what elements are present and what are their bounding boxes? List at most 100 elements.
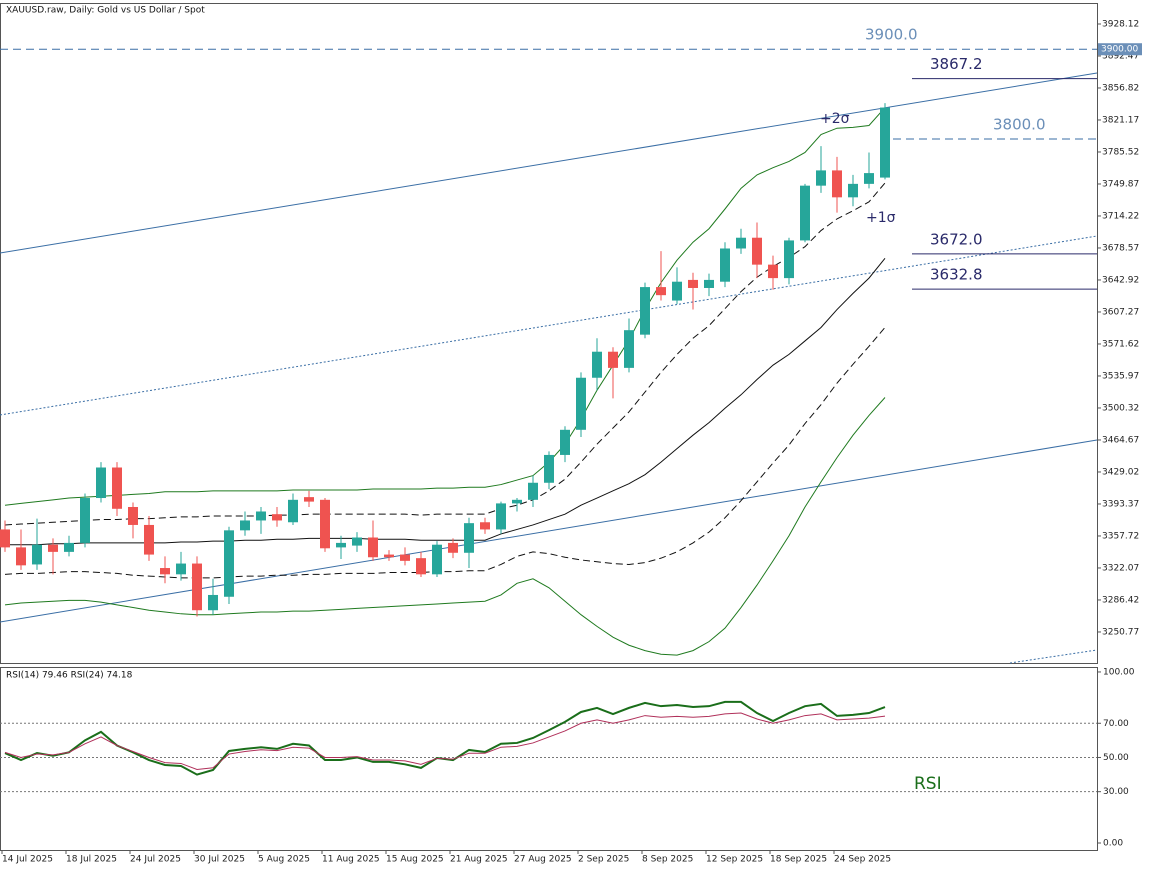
y-tick-label: 3749.87 (1102, 179, 1139, 189)
candle-body (32, 544, 42, 565)
candle-body (224, 530, 234, 597)
trend-line (1009, 649, 1098, 664)
band-line (4, 182, 886, 526)
candle-body (160, 568, 170, 575)
candle-body (176, 563, 186, 575)
trend-line (0, 235, 1098, 416)
candle-body (288, 499, 298, 523)
band-line (4, 397, 886, 656)
candle-body (48, 544, 58, 552)
candle-body (0, 529, 10, 548)
band-line (4, 107, 886, 506)
band-line (4, 327, 886, 579)
x-tick-label: 24 Jul 2025 (130, 855, 181, 865)
candle-body (256, 511, 266, 521)
y-tick-label: 3500.32 (1102, 403, 1139, 413)
candle-body (800, 185, 810, 241)
candle-body (128, 506, 138, 525)
x-tick-label: 14 Jul 2025 (2, 855, 53, 865)
price-level-label: 3672.0 (930, 230, 983, 248)
y-tick-label: 3821.17 (1102, 115, 1139, 125)
rsi-line (4, 700, 886, 776)
candle-body (720, 248, 730, 282)
candle-body (304, 497, 314, 502)
candle-body (624, 330, 634, 368)
candle-body (464, 523, 474, 553)
candle-body (608, 351, 618, 368)
candle-body (416, 558, 426, 575)
y-tick-label: 3642.92 (1102, 275, 1139, 285)
candle-body (848, 183, 858, 198)
candle-body (448, 542, 458, 553)
candle-body (320, 499, 330, 549)
rsi-annotation: RSI (914, 774, 942, 794)
candle-body (64, 542, 74, 552)
y-tick-label: 3250.77 (1102, 627, 1139, 637)
band-annotation: +2σ (820, 111, 850, 127)
x-tick-label: 15 Aug 2025 (386, 855, 444, 865)
candle-body (16, 547, 26, 566)
y-tick-label: 50.00 (1103, 753, 1129, 763)
candle-body (704, 279, 714, 288)
candle-body (336, 542, 346, 548)
candle-body (480, 522, 490, 530)
price-level-label: 3632.8 (930, 266, 983, 284)
y-tick-label: 3286.42 (1102, 595, 1139, 605)
y-tick-label: 3464.67 (1102, 435, 1139, 445)
y-tick-label: 3928.12 (1102, 19, 1139, 29)
main-pane (0, 3, 1098, 664)
candle-body (112, 467, 122, 509)
y-tick-label: 3429.02 (1102, 467, 1139, 477)
candle-body (736, 237, 746, 249)
candle-body (80, 498, 90, 543)
band-line (5, 258, 886, 546)
x-tick-label: 11 Aug 2025 (322, 855, 380, 865)
y-tick-label: 3714.22 (1102, 211, 1139, 221)
y-tick-label: 3678.57 (1102, 243, 1139, 253)
candle-body (208, 594, 218, 611)
candle-body (400, 554, 410, 561)
rsi-pane (0, 667, 1098, 851)
x-tick-label: 27 Aug 2025 (514, 855, 572, 865)
candle-body (688, 279, 698, 288)
price-level-label: 3867.2 (930, 55, 983, 73)
price-level-label: 3900.0 (865, 26, 918, 44)
y-tick-label: 30.00 (1103, 787, 1129, 797)
x-tick-label: 21 Aug 2025 (450, 855, 508, 865)
y-tick-label: 3322.07 (1102, 563, 1139, 573)
y-tick-label: 3607.27 (1102, 307, 1139, 317)
candle-body (528, 482, 538, 500)
candle-body (368, 537, 378, 558)
rsi-title: RSI(14) 79.46 RSI(24) 74.18 (6, 671, 133, 681)
price-level-label: 3800.0 (993, 115, 1046, 133)
x-tick-label: 30 Jul 2025 (194, 855, 245, 865)
y-tick-label: 3393.37 (1102, 499, 1139, 509)
candle-body (272, 514, 282, 521)
candle-body (592, 351, 602, 378)
candle-body (144, 524, 154, 555)
y-tick-label: 3892.47 (1102, 51, 1139, 61)
y-tick-label: 3357.72 (1102, 531, 1139, 541)
candle-body (656, 287, 666, 296)
rsi-line (4, 712, 886, 770)
candle-body (352, 537, 362, 546)
trend-line (0, 72, 1098, 254)
candle-body (784, 240, 794, 279)
y-tick-label: 3535.97 (1102, 371, 1139, 381)
candle-body (96, 467, 106, 499)
x-tick-label: 18 Sep 2025 (770, 855, 827, 865)
candle-body (544, 454, 554, 483)
x-tick-label: 12 Sep 2025 (706, 855, 763, 865)
candle-body (496, 503, 506, 530)
trend-line (0, 439, 1098, 623)
x-tick-label: 2 Sep 2025 (578, 855, 629, 865)
candle-body (512, 499, 522, 504)
candle-body (880, 107, 890, 178)
candle-body (640, 287, 650, 335)
candle-body (832, 170, 842, 198)
candle-body (560, 429, 570, 455)
y-tick-label: 100.00 (1103, 667, 1135, 677)
candle-body (752, 237, 762, 265)
candle-body (384, 554, 394, 558)
y-tick-label: 0.00 (1103, 838, 1123, 848)
